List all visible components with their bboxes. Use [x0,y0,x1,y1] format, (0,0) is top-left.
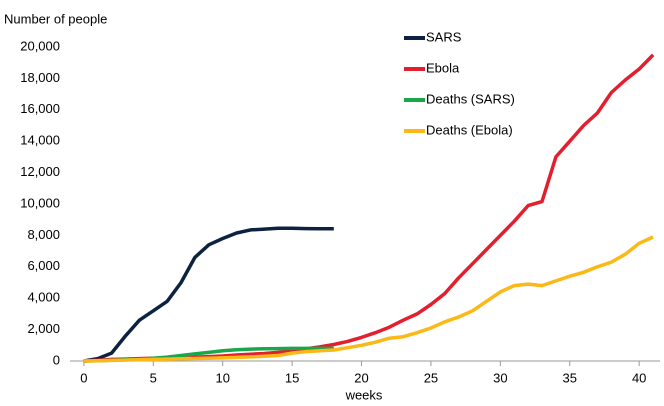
series-line [83,235,654,363]
y-tick-label: 10,000 [20,195,60,210]
x-tick-label: 10 [215,370,229,385]
y-tick-label: 12,000 [20,164,60,179]
legend-label: SARS [426,29,462,44]
x-tick-label: 30 [493,370,507,385]
y-tick-label: 4,000 [27,290,60,305]
x-tick-label: 25 [424,370,438,385]
y-tick-label: 0 [53,352,60,367]
y-tick-label: 6,000 [27,258,60,273]
x-tick-label: 5 [150,370,157,385]
x-tick-label: 20 [354,370,368,385]
legend-label: Ebola [426,60,460,75]
x-tick-label: 35 [563,370,577,385]
legend-label: Deaths (Ebola) [426,122,513,137]
y-tick-label: 20,000 [20,38,60,53]
x-tick-label: 15 [285,370,299,385]
legend-label: Deaths (SARS) [426,91,515,106]
series-line [83,53,655,363]
x-tick-label: 0 [80,370,87,385]
y-tick-label: 16,000 [20,101,60,116]
x-axis-title: weeks [345,387,383,402]
y-tick-label: 2,000 [27,321,60,336]
series-line [83,226,334,363]
y-tick-label: 14,000 [20,133,60,148]
y-tick-label: 18,000 [20,70,60,85]
y-tick-label: 8,000 [27,227,60,242]
x-tick-label: 40 [632,370,646,385]
y-axis-title: Number of people [4,11,107,26]
